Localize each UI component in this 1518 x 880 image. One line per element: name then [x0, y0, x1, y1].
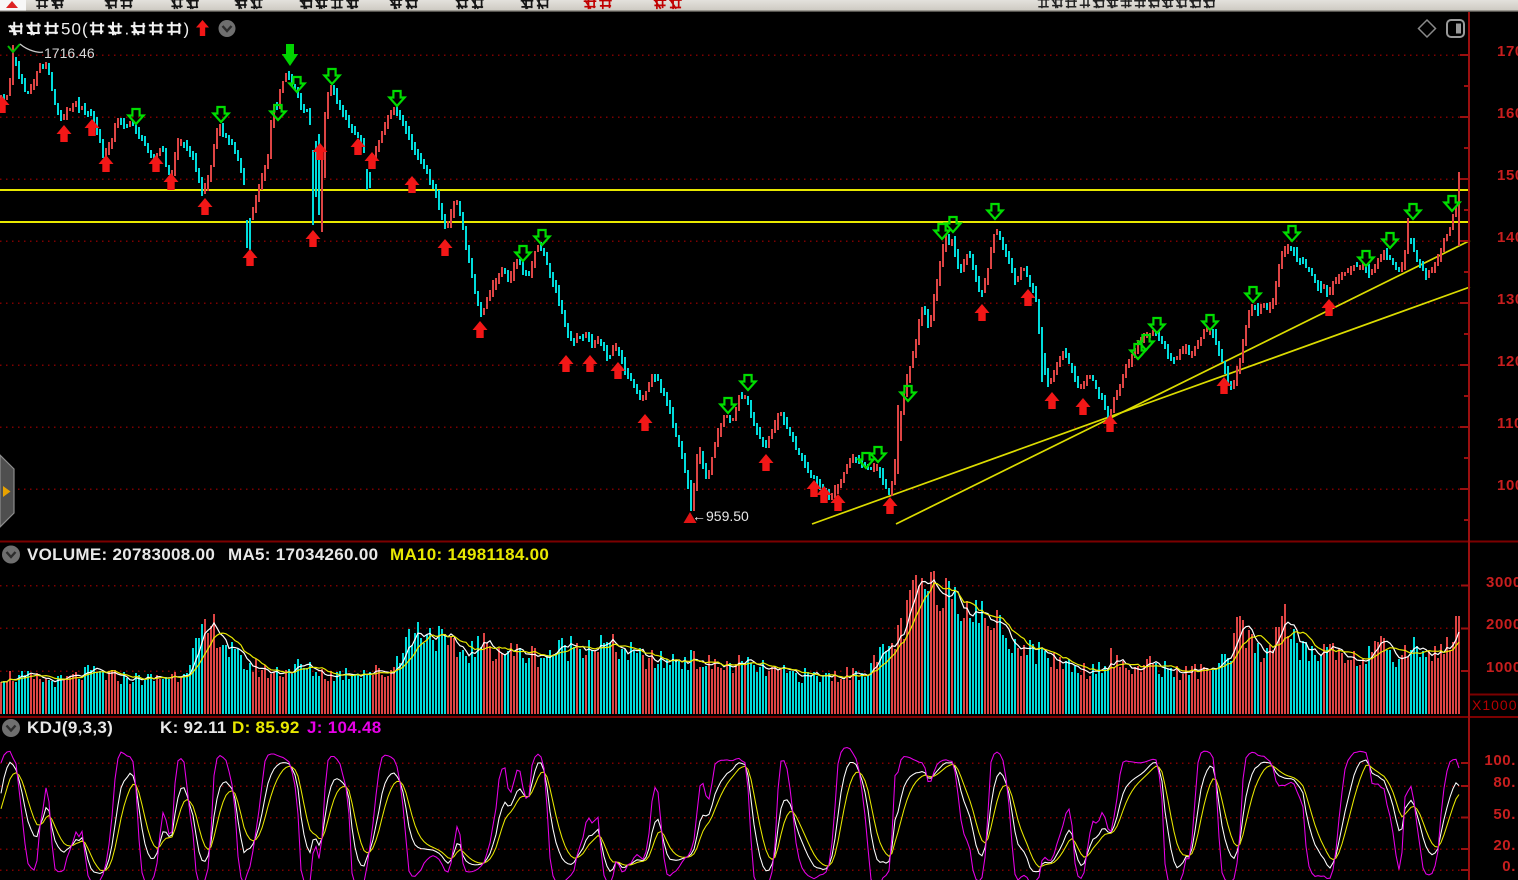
- svg-text:0: 0: [72, 20, 81, 39]
- svg-text:.: .: [125, 20, 130, 39]
- svg-text:(: (: [82, 20, 88, 39]
- svg-text:): ): [184, 20, 190, 39]
- svg-text:5: 5: [61, 20, 70, 39]
